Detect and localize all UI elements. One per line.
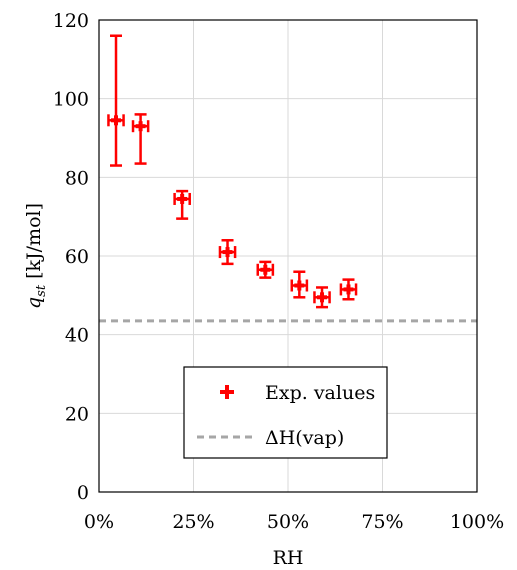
y-tick-label: 80 bbox=[65, 167, 89, 189]
data-point-5 bbox=[256, 260, 275, 279]
y-axis-title-unit: [kJ/mol] bbox=[23, 203, 45, 285]
x-tick-labels: 0% 25% 50% 75% 100% bbox=[84, 511, 504, 533]
legend-label-dh-vap: ΔH(vap) bbox=[265, 427, 344, 449]
y-tick-label: 100 bbox=[53, 89, 89, 111]
y-axis-title-subscript: st bbox=[34, 284, 49, 297]
data-point-2 bbox=[131, 113, 150, 165]
x-tick-label: 75% bbox=[361, 511, 403, 533]
y-tick-label: 120 bbox=[53, 10, 89, 32]
data-point-8 bbox=[339, 278, 358, 301]
data-point-1 bbox=[107, 34, 125, 167]
legend-marker-exp-values bbox=[220, 385, 234, 399]
x-axis-title: RH bbox=[273, 547, 304, 569]
legend-label-exp-values: Exp. values bbox=[265, 382, 375, 404]
data-point-3 bbox=[173, 189, 191, 220]
legend-box bbox=[183, 366, 388, 459]
y-tick-labels: 0 20 40 60 80 100 120 bbox=[53, 10, 89, 504]
data-points-group bbox=[107, 34, 358, 309]
y-tick-label: 0 bbox=[77, 482, 89, 504]
x-tick-label: 50% bbox=[267, 511, 309, 533]
data-point-4 bbox=[218, 239, 237, 266]
x-tick-label: 100% bbox=[450, 511, 504, 533]
y-tick-label: 60 bbox=[65, 246, 89, 268]
y-axis-title: qst [kJ/mol] bbox=[23, 203, 49, 309]
plot-area-frame bbox=[98, 19, 478, 493]
y-tick-label: 40 bbox=[65, 325, 89, 347]
x-tick-label: 0% bbox=[84, 511, 114, 533]
y-axis-title-symbol: q bbox=[23, 297, 45, 309]
data-point-7 bbox=[313, 286, 331, 309]
legend: Exp. values ΔH(vap) bbox=[183, 366, 388, 459]
x-tick-label: 25% bbox=[172, 511, 214, 533]
grid bbox=[99, 20, 477, 492]
y-tick-label: 20 bbox=[65, 403, 89, 425]
data-point-6 bbox=[290, 270, 309, 299]
